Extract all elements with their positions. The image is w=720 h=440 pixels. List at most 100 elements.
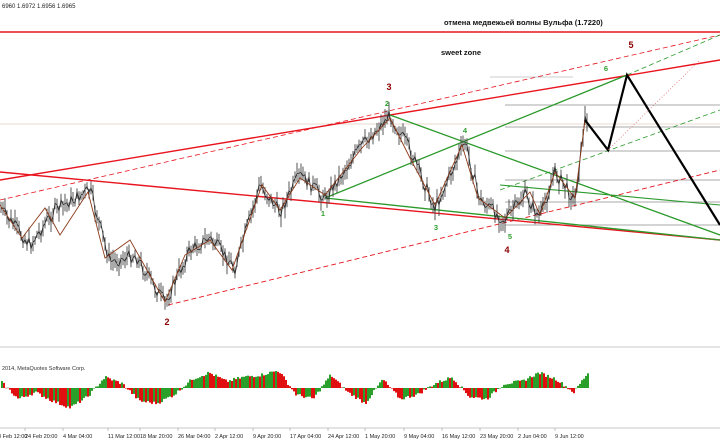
osc-bar (381, 379, 383, 388)
osc-bar (87, 388, 89, 397)
osc-bar (355, 388, 357, 399)
osc-bar (189, 379, 191, 388)
osc-bar (121, 382, 123, 388)
osc-bar (159, 388, 161, 404)
osc-bar (377, 385, 379, 388)
osc-bar (305, 388, 307, 398)
osc-bar (243, 376, 245, 388)
time-tick-label: 17 Apr 04:00 (290, 434, 321, 440)
osc-bar (45, 388, 47, 399)
osc-bar (559, 382, 561, 388)
osc-bar (71, 388, 73, 406)
wave-label: 2 (385, 99, 389, 108)
osc-bar (303, 388, 305, 398)
osc-bar (309, 388, 311, 397)
osc-bar (117, 381, 119, 388)
osc-bar (517, 380, 519, 388)
osc-bar (257, 376, 259, 388)
osc-bar (141, 388, 143, 402)
osc-bar (347, 388, 349, 392)
osc-bar (291, 388, 293, 390)
osc-bar (287, 385, 289, 388)
wave-labels: 1 2 3 4 5 6 2 3 4 5 (164, 40, 633, 327)
osc-bar (555, 380, 557, 388)
osc-bar (55, 388, 57, 404)
osc-bar (575, 387, 577, 389)
trend-line (499, 184, 720, 206)
osc-bar (197, 378, 199, 388)
osc-bar (433, 385, 435, 388)
osc-bar (315, 388, 317, 395)
osc-bar (169, 388, 171, 397)
osc-bar (119, 383, 121, 388)
osc-bar (239, 378, 241, 388)
osc-bar (515, 380, 517, 388)
osc-bar (285, 380, 287, 388)
wave-label: 5 (508, 232, 512, 241)
osc-bar (213, 376, 215, 388)
osc-bar (403, 388, 405, 400)
osc-bar (551, 378, 553, 388)
time-tick-label: 2 Jun 04:00 (518, 434, 547, 440)
osc-bar (235, 379, 237, 388)
time-tick-label: 8 Feb 12:00 (0, 434, 27, 440)
osc-bar (423, 388, 425, 390)
time-tick-label: 18 Mar 20:00 (140, 434, 172, 440)
osc-bar (277, 371, 279, 388)
osc-bar (529, 376, 531, 388)
osc-bar (51, 388, 53, 403)
osc-bar (199, 377, 201, 388)
osc-bar (161, 388, 163, 403)
osc-bar (373, 388, 375, 390)
osc-bar (17, 388, 19, 399)
osc-bar (379, 382, 381, 388)
osc-bar (115, 380, 117, 388)
osc-bar (3, 382, 5, 388)
osc-bar (29, 388, 31, 395)
osc-bar (275, 371, 277, 388)
osc-bar (557, 381, 559, 388)
osc-bar (109, 378, 111, 388)
osc-bar (193, 379, 195, 388)
osc-bar (107, 377, 109, 388)
osc-bar (467, 388, 469, 396)
dotted-target-line (607, 59, 701, 151)
osc-bar (195, 378, 197, 388)
osc-bar (27, 388, 29, 397)
osc-bar (13, 388, 15, 396)
osc-bar (453, 380, 455, 388)
osc-bar (129, 388, 131, 391)
price-line (0, 110, 588, 302)
osc-bar (563, 386, 565, 388)
osc-bar (33, 388, 35, 393)
price-bars (0, 102, 588, 310)
osc-bar (543, 373, 545, 388)
osc-bar (569, 388, 571, 390)
osc-bar (449, 378, 451, 388)
osc-bar (59, 388, 61, 405)
osc-bar (387, 384, 389, 388)
osc-bar (295, 388, 297, 396)
osc-bar (31, 388, 33, 396)
osc-bar (323, 384, 325, 388)
osc-bar (427, 387, 429, 388)
ohlc-readout: 6960 1.6972 1.6956 1.6965 (2, 4, 76, 10)
osc-bar (469, 388, 471, 398)
time-tick-label: 16 May 12:00 (442, 434, 475, 440)
osc-bar (151, 388, 153, 404)
osc-bar (263, 375, 265, 388)
trend-line (626, 34, 720, 76)
osc-bar (359, 388, 361, 400)
time-tick-label: 24 Apr 12:00 (328, 434, 359, 440)
osc-bar (509, 383, 511, 388)
osc-bar (157, 388, 159, 404)
osc-bar (307, 388, 309, 397)
osc-bar (247, 375, 249, 388)
osc-bar (337, 381, 339, 388)
osc-bar (255, 376, 257, 388)
osc-bar (361, 388, 363, 403)
osc-bar (135, 388, 137, 399)
osc-bar (583, 378, 585, 388)
